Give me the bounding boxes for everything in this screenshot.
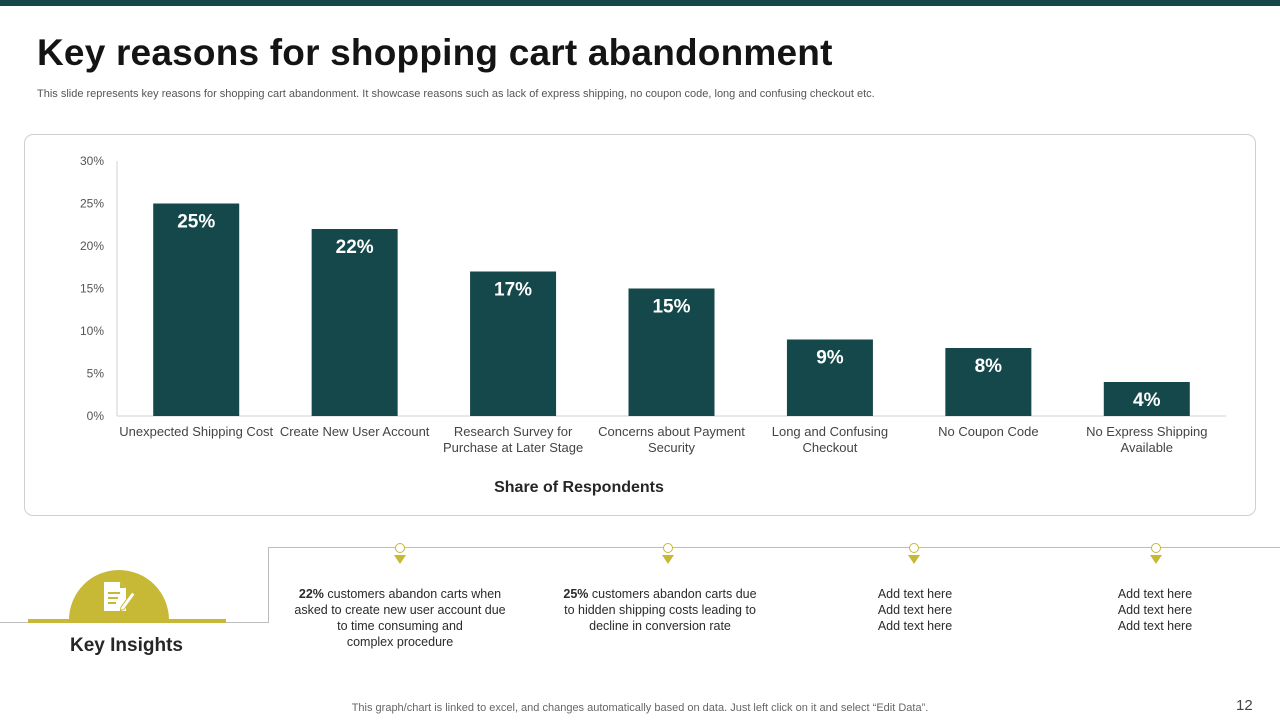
bar-data-label: 22%	[336, 237, 374, 258]
bar[interactable]	[628, 288, 715, 417]
y-tick-label: 20%	[80, 239, 104, 253]
x-tick-label: Purchase at Later Stage	[443, 440, 583, 455]
bar[interactable]	[311, 229, 398, 416]
bar[interactable]	[945, 348, 1032, 416]
insight-text: Add text here Add text here Add text here	[1070, 586, 1240, 634]
page-number: 12	[1236, 697, 1253, 714]
insights-timeline-line	[268, 547, 1280, 548]
y-tick-label: 0%	[87, 409, 105, 423]
insight-line: 22% customers abandon carts when	[298, 587, 502, 601]
timeline-marker	[393, 543, 407, 564]
insight-line: 25% customers abandon carts due	[563, 587, 757, 601]
insight-line: to time consuming and	[337, 619, 463, 633]
insight-line: Add text here	[877, 603, 953, 617]
timeline-marker	[1149, 543, 1163, 564]
x-tick-label: No Express Shipping	[1086, 424, 1207, 439]
bar-data-label: 4%	[1133, 390, 1161, 411]
x-tick-label: Available	[1121, 440, 1174, 455]
y-tick-label: 30%	[80, 154, 104, 168]
page-subtitle: This slide represents key reasons for sh…	[37, 88, 875, 100]
insight-line: decline in conversion rate	[589, 619, 731, 633]
x-tick-label: No Coupon Code	[938, 424, 1038, 439]
key-insights-label: Key Insights	[70, 635, 183, 656]
y-tick-label: 25%	[80, 197, 104, 211]
insight-line: Add text here	[1117, 603, 1193, 617]
timeline-marker	[661, 543, 675, 564]
footer-note: This graph/chart is linked to excel, and…	[351, 702, 929, 714]
insight-text: 22% customers abandon carts when asked to…	[275, 586, 525, 650]
x-axis-title: Share of Respondents	[494, 479, 664, 496]
y-tick-label: 10%	[80, 324, 104, 338]
x-tick-label: Checkout	[802, 440, 857, 455]
insight-line: asked to create new user account due	[294, 603, 506, 617]
x-tick-label: Long and Confusing	[772, 424, 888, 439]
bar[interactable]	[470, 271, 557, 417]
y-tick-label: 15%	[80, 282, 104, 296]
insight-line: complex procedure	[346, 635, 454, 649]
bar-data-label: 15%	[652, 297, 690, 318]
insight-text: 25% customers abandon carts due to hidden…	[545, 586, 775, 634]
y-tick-label: 5%	[87, 367, 105, 381]
top-accent-bar	[0, 0, 1280, 6]
insight-line: Add text here	[1117, 587, 1193, 601]
insights-divider-line	[268, 547, 269, 623]
bar-data-label: 8%	[975, 356, 1003, 377]
bar[interactable]	[786, 339, 873, 417]
insights-base-accent	[28, 619, 226, 623]
insight-text: Add text here Add text here Add text here	[830, 586, 1000, 634]
insight-line: Add text here	[1117, 619, 1193, 633]
bar-chart[interactable]: 0% 5% 10% 15% 20% 25% 30% 25% Unexpected Shippin…	[0, 0, 1280, 520]
bar-data-label: 25%	[177, 212, 215, 233]
x-tick-label: Create New User Account	[280, 424, 430, 439]
document-pencil-icon	[104, 582, 136, 612]
insight-line: to hidden shipping costs leading to	[564, 603, 756, 617]
insight-line: Add text here	[877, 619, 953, 633]
insight-line: Add text here	[877, 587, 953, 601]
insight-highlight: 22%	[298, 587, 324, 601]
bar-data-label: 17%	[494, 280, 532, 301]
bar[interactable]	[1103, 382, 1190, 416]
insight-highlight: 25%	[563, 587, 589, 601]
x-tick-label: Security	[648, 440, 695, 455]
timeline-marker	[907, 543, 921, 564]
page-title: Key reasons for shopping cart abandonmen…	[37, 32, 833, 73]
bar[interactable]	[153, 203, 240, 417]
x-tick-label: Research Survey for	[454, 424, 573, 439]
bar-data-label: 9%	[816, 348, 844, 369]
x-tick-label: Unexpected Shipping Cost	[119, 424, 273, 439]
x-tick-label: Concerns about Payment	[598, 424, 745, 439]
